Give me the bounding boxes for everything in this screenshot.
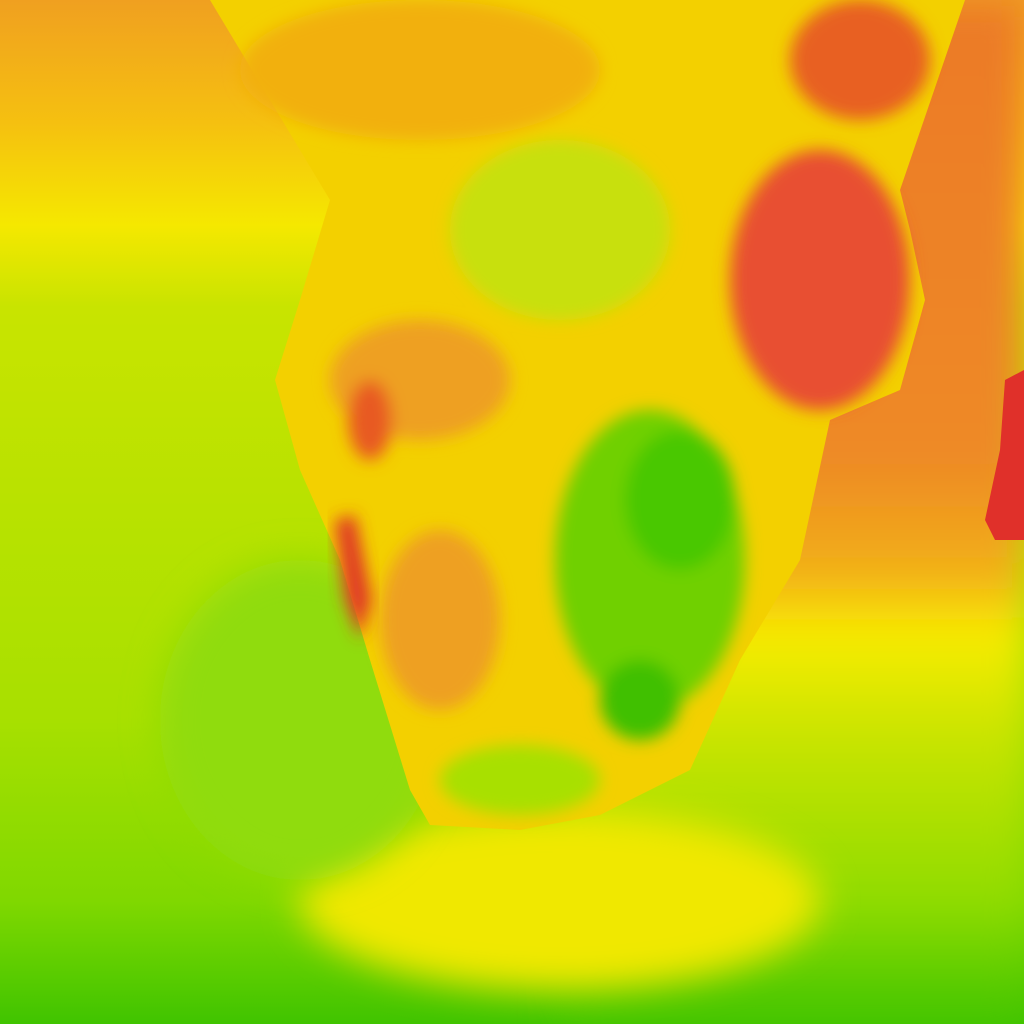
cold-zone: [625, 430, 735, 570]
ocean-warm-band: [300, 810, 820, 990]
hot-zone: [790, 0, 930, 120]
hot-coast: [335, 515, 372, 640]
heat-zone: [380, 530, 500, 710]
land-heat: [240, 0, 930, 815]
heat-zone: [240, 0, 600, 140]
cold-zone: [600, 660, 680, 740]
hot-zone: [348, 380, 392, 460]
hot-zone: [730, 150, 910, 410]
cool-zone: [450, 140, 670, 320]
cool-zone: [440, 745, 600, 815]
island: [985, 370, 1024, 540]
